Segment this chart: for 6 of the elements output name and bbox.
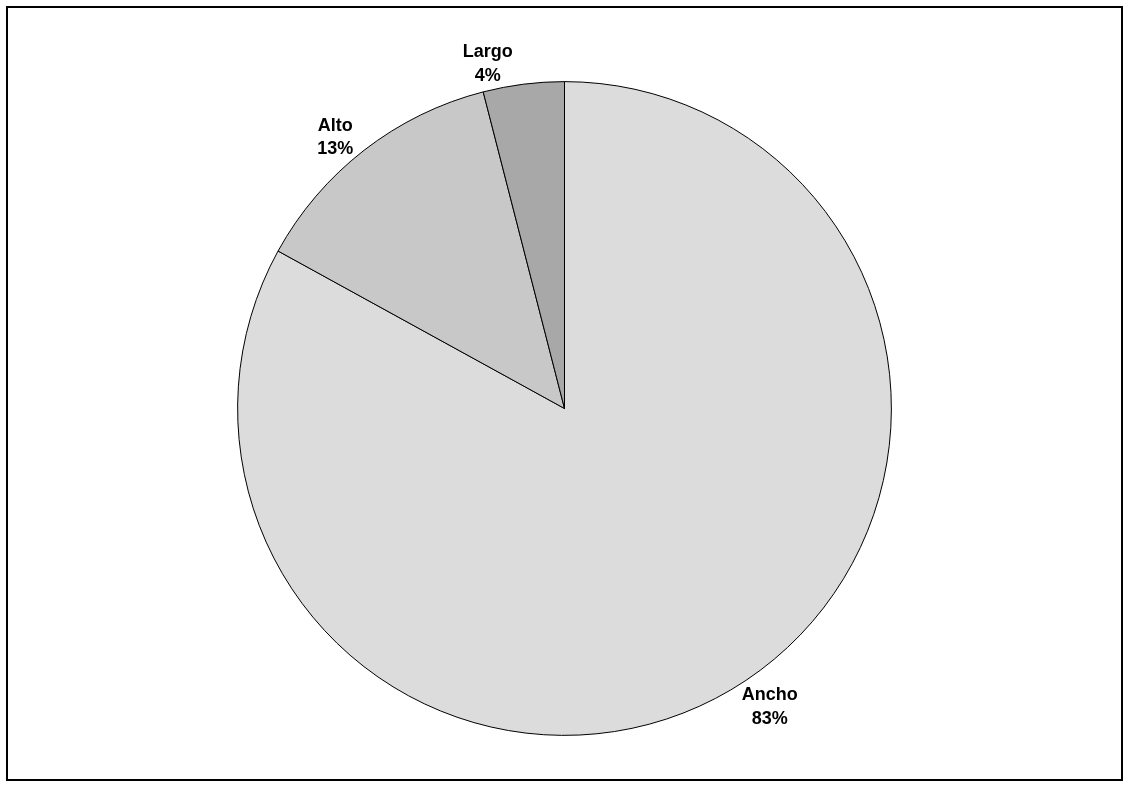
data-label: 4% — [474, 64, 501, 85]
slice-label: Largo — [462, 41, 513, 62]
data-label: 13% — [317, 138, 354, 159]
slice-label: Ancho — [741, 684, 798, 705]
data-label: 83% — [751, 707, 788, 728]
slice-label: Alto — [317, 114, 353, 135]
